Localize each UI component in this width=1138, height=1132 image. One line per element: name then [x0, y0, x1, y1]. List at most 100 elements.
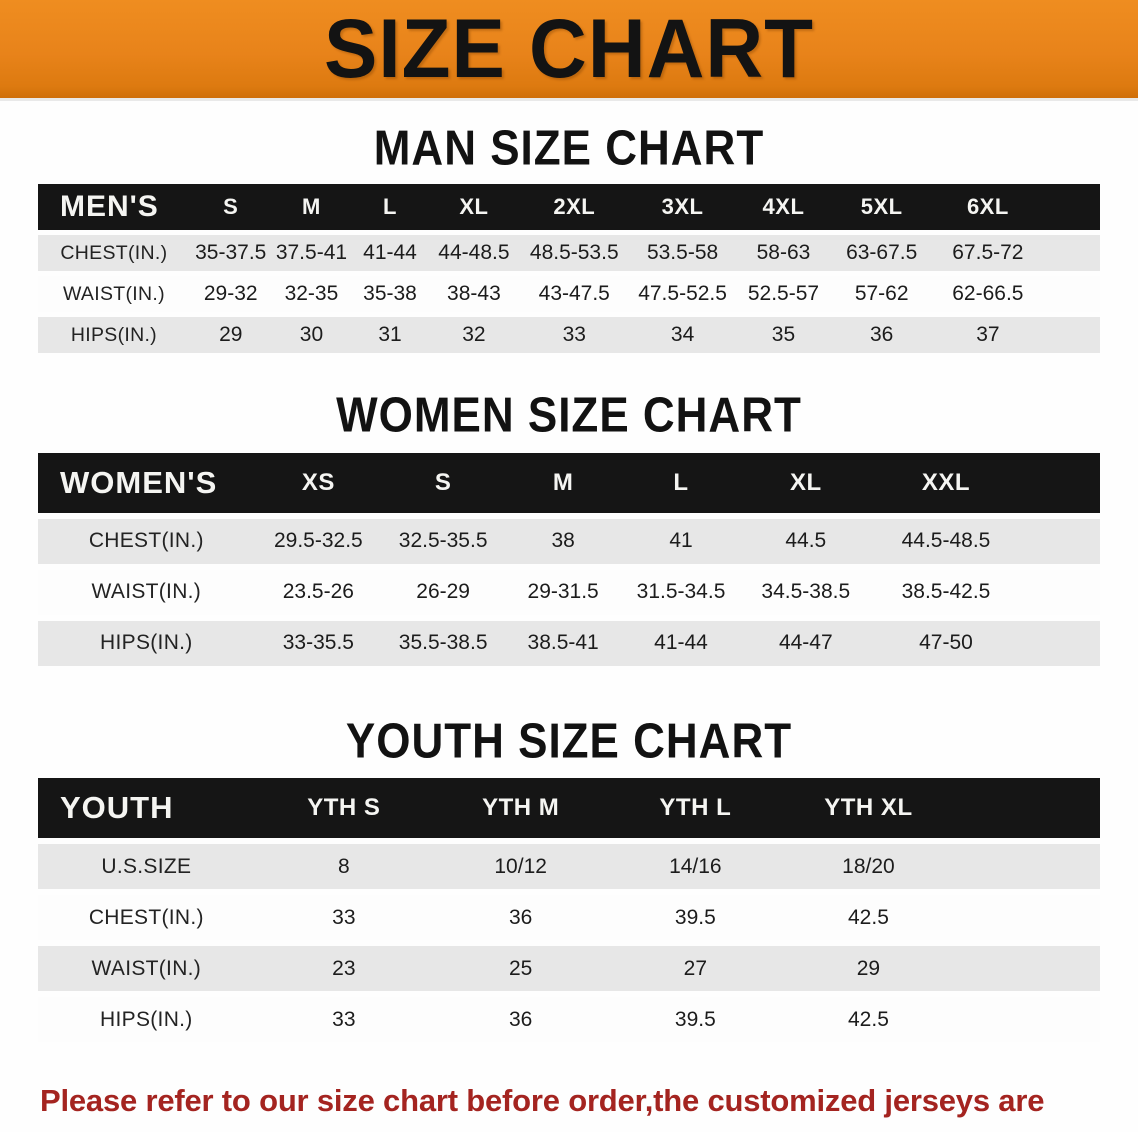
order-policy-line-1: Please refer to our size chart before or… [40, 1083, 1045, 1132]
size-cell: 41 [622, 518, 740, 564]
womens-section-heading: WOMEN SIZE CHART [38, 388, 1100, 444]
row-label: WAIST(IN.) [38, 276, 190, 313]
mens-heading-text: MAN SIZE CHART [373, 120, 765, 176]
row-label: CHEST(IN.) [38, 235, 190, 272]
table-header-row: WOMEN'S XS S M L XL XXL [38, 452, 1100, 513]
spacer-cell [1020, 569, 1100, 615]
size-cell: 35.5-38.5 [382, 620, 505, 666]
table-row: CHEST(IN.) 33 36 39.5 42.5 [38, 895, 1100, 941]
column-header: XL [428, 184, 520, 231]
size-cell: 23.5-26 [254, 569, 383, 615]
size-cell: 35-38 [351, 276, 429, 313]
row-label: HIPS(IN.) [38, 997, 255, 1043]
column-header: YTH S [254, 778, 434, 839]
column-header: 5XL [831, 184, 933, 231]
size-cell: 58-63 [735, 235, 832, 272]
size-cell: 37 [932, 317, 1044, 354]
mens-section-heading: MAN SIZE CHART [38, 120, 1100, 176]
size-cell: 39.5 [608, 997, 783, 1043]
column-header: 6XL [932, 184, 1044, 231]
column-header: L [622, 452, 740, 513]
size-cell: 41-44 [622, 620, 740, 666]
size-cell: 33 [254, 895, 434, 941]
table-row: HIPS(IN.) 29 30 31 32 33 34 35 36 37 [38, 317, 1100, 354]
column-header: M [504, 452, 623, 513]
size-cell: 52.5-57 [735, 276, 832, 313]
row-label: WAIST(IN.) [38, 946, 255, 992]
size-chart-banner: SIZE CHART [0, 0, 1138, 101]
table-row: WAIST(IN.) 23.5-26 26-29 29-31.5 31.5-34.5 34… [38, 569, 1100, 615]
mens-size-table: MEN'S S M L XL 2XL 3XL 4XL 5XL 6XL CHEST(IN.) 35-37… [38, 179, 1100, 358]
size-cell: 44-48.5 [428, 235, 520, 272]
size-cell: 36 [831, 317, 933, 354]
size-cell: 63-67.5 [831, 235, 933, 272]
size-cell: 44.5-48.5 [871, 518, 1021, 564]
size-cell: 25 [433, 946, 609, 992]
size-cell: 38-43 [428, 276, 520, 313]
spacer-cell [1020, 620, 1100, 666]
size-cell: 38.5-41 [504, 620, 623, 666]
spacer-cell [954, 844, 1100, 890]
size-cell: 36 [433, 997, 609, 1043]
table-row: CHEST(IN.) 29.5-32.5 32.5-35.5 38 41 44.5 44.5… [38, 518, 1100, 564]
row-label: U.S.SIZE [38, 844, 255, 890]
size-cell: 34 [629, 317, 736, 354]
size-cell: 29-32 [189, 276, 272, 313]
size-cell: 33-35.5 [254, 620, 383, 666]
spacer-cell [1043, 184, 1100, 231]
spacer-cell [954, 895, 1100, 941]
size-cell: 47-50 [871, 620, 1021, 666]
youth-size-table: YOUTH YTH S YTH M YTH L YTH XL U.S.SIZE 8 10/12… [38, 772, 1100, 1048]
column-header: S [189, 184, 272, 231]
table-corner-label: WOMEN'S [38, 452, 255, 513]
size-cell: 8 [254, 844, 434, 890]
size-cell: 38.5-42.5 [871, 569, 1021, 615]
column-header: XL [739, 452, 872, 513]
table-row: WAIST(IN.) 29-32 32-35 35-38 38-43 43-47.5 47.… [38, 276, 1100, 313]
youth-section-heading: YOUTH SIZE CHART [38, 713, 1100, 769]
column-header: YTH XL [782, 778, 955, 839]
womens-heading-text: WOMEN SIZE CHART [336, 388, 802, 444]
table-corner-label: MEN'S [38, 184, 190, 231]
size-cell: 29-31.5 [504, 569, 623, 615]
size-cell: 36 [433, 895, 609, 941]
size-cell: 44.5 [739, 518, 872, 564]
size-cell: 33 [519, 317, 630, 354]
spacer-cell [954, 946, 1100, 992]
size-cell: 47.5-52.5 [629, 276, 736, 313]
size-cell: 18/20 [782, 844, 955, 890]
size-cell: 32-35 [271, 276, 352, 313]
table-header-row: YOUTH YTH S YTH M YTH L YTH XL [38, 778, 1100, 839]
column-header: XXL [871, 452, 1021, 513]
spacer-cell [1043, 235, 1100, 272]
size-cell: 14/16 [608, 844, 783, 890]
spacer-cell [954, 997, 1100, 1043]
size-cell: 42.5 [782, 997, 955, 1043]
column-header: 2XL [519, 184, 630, 231]
womens-size-table: WOMEN'S XS S M L XL XXL CHEST(IN.) 29.5-32.5 32.5… [38, 447, 1100, 672]
size-cell: 34.5-38.5 [739, 569, 872, 615]
column-header: 4XL [735, 184, 832, 231]
order-policy-note: Please refer to our size chart before or… [40, 1078, 1100, 1132]
table-corner-label: YOUTH [38, 778, 255, 839]
size-cell: 30 [271, 317, 352, 354]
column-header: M [271, 184, 352, 231]
size-cell: 31.5-34.5 [622, 569, 740, 615]
row-label: CHEST(IN.) [38, 895, 255, 941]
size-cell: 29 [782, 946, 955, 992]
size-cell: 43-47.5 [519, 276, 630, 313]
table-row: CHEST(IN.) 35-37.5 37.5-41 41-44 44-48.5 48.5… [38, 235, 1100, 272]
womens-section: WOMEN SIZE CHART WOMEN'S XS S M L XL XXL CHEST(… [0, 358, 1138, 671]
size-cell: 31 [351, 317, 429, 354]
column-header: YTH M [433, 778, 609, 839]
size-cell: 57-62 [831, 276, 933, 313]
spacer-cell [1043, 276, 1100, 313]
spacer-cell [1020, 518, 1100, 564]
size-cell: 35-37.5 [189, 235, 272, 272]
banner-title: SIZE CHART [324, 2, 814, 95]
youth-heading-text: YOUTH SIZE CHART [345, 713, 793, 769]
size-cell: 53.5-58 [629, 235, 736, 272]
column-header: YTH L [608, 778, 783, 839]
table-row: HIPS(IN.) 33 36 39.5 42.5 [38, 997, 1100, 1043]
size-cell: 67.5-72 [932, 235, 1044, 272]
